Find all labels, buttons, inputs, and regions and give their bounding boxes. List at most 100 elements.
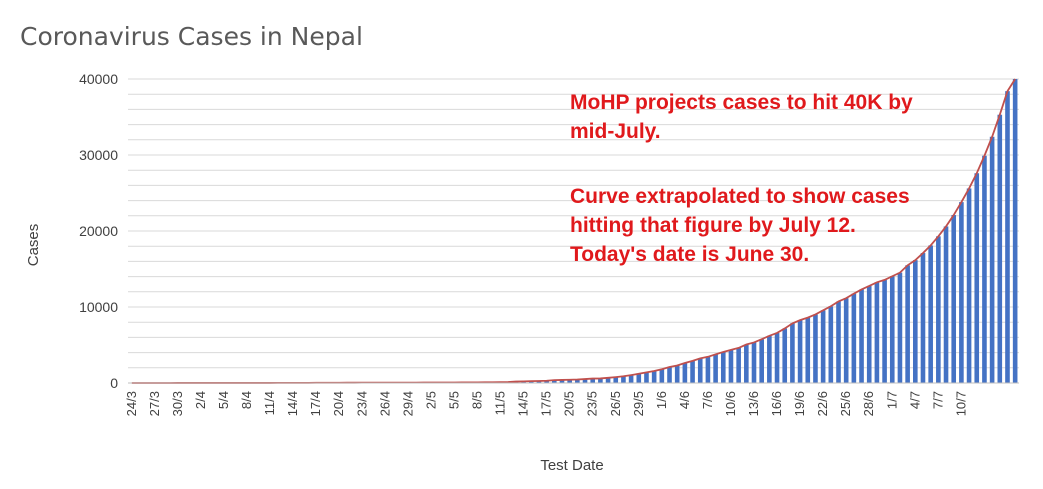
bar <box>720 351 726 383</box>
annotation-line: hitting that figure by July 12. <box>570 214 856 237</box>
x-tick-labels: 24/3 27/3 30/3 2/4 5/4 8/4 11/4 14/4 17/4 20/4 23/… <box>124 391 969 416</box>
bar <box>636 373 642 383</box>
bar <box>651 371 657 383</box>
x-tick-label: 1/7 <box>884 391 899 409</box>
y-tick-label: 20000 <box>79 223 118 239</box>
bar <box>905 265 910 383</box>
x-tick-label: 11/4 <box>262 391 277 415</box>
bar <box>690 360 695 383</box>
x-tick-label: 27/3 <box>147 391 162 416</box>
bar <box>866 285 872 383</box>
y-tick-labels: 0 10000 20000 30000 40000 <box>79 71 118 391</box>
x-tick-label: 23/5 <box>585 391 600 416</box>
bar <box>943 226 949 383</box>
bar <box>805 317 811 383</box>
x-tick-label: 29/5 <box>631 391 646 416</box>
x-tick-label: 25/6 <box>838 391 853 416</box>
annotation-line: mid-July. <box>570 120 661 143</box>
x-tick-label: 19/6 <box>792 391 807 416</box>
x-tick-label: 11/5 <box>493 391 508 415</box>
x-tick-label: 23/4 <box>354 391 369 416</box>
y-tick-label: 40000 <box>79 71 118 87</box>
annotation-extrapolation: Curve extrapolated to show cases hitting… <box>570 182 910 269</box>
x-tick-label: 30/3 <box>170 391 185 416</box>
bar <box>605 377 611 383</box>
bar <box>889 276 895 383</box>
bar <box>959 202 964 383</box>
y-axis-label: Cases <box>25 224 42 267</box>
x-axis-label: Test Date <box>540 457 603 474</box>
x-tick-label: 20/4 <box>331 391 346 416</box>
annotation-line: MoHP projects cases to hit 40K by <box>570 91 913 114</box>
bar <box>697 358 703 383</box>
x-tick-label: 28/6 <box>861 391 876 416</box>
bar <box>644 372 649 383</box>
bar <box>567 379 572 383</box>
x-tick-label: 17/5 <box>539 391 554 416</box>
bar <box>951 215 957 383</box>
bar <box>736 347 741 383</box>
bar <box>790 323 795 383</box>
x-tick-label: 26/4 <box>377 391 392 416</box>
bar <box>613 377 619 383</box>
x-tick-label: 10/6 <box>723 391 738 416</box>
x-tick-label: 2/4 <box>193 391 208 409</box>
bar <box>744 344 749 383</box>
bar <box>674 365 680 383</box>
bar <box>728 349 734 383</box>
bar <box>774 332 780 383</box>
bar <box>797 320 803 383</box>
bar <box>713 354 718 383</box>
bar <box>851 293 857 383</box>
bar <box>1005 91 1010 383</box>
bar <box>936 236 941 383</box>
x-tick-label: 14/4 <box>285 391 300 416</box>
bar <box>559 379 565 383</box>
x-tick-label: 20/5 <box>562 391 577 416</box>
bar <box>828 306 834 383</box>
x-tick-label: 22/6 <box>815 391 830 416</box>
bar <box>759 339 764 383</box>
x-tick-label: 5/5 <box>446 391 461 409</box>
bar <box>659 369 665 383</box>
x-tick-label: 13/6 <box>746 391 761 416</box>
bars <box>129 79 1018 383</box>
bar <box>705 356 711 383</box>
y-tick-label: 10000 <box>79 299 118 315</box>
bar <box>813 314 818 383</box>
bar <box>628 375 634 383</box>
x-tick-label: 1/6 <box>654 391 669 409</box>
annotation-line: Today's date is June 30. <box>570 243 810 266</box>
x-tick-label: 5/4 <box>216 391 231 409</box>
bar <box>859 289 864 383</box>
x-tick-label: 26/5 <box>608 391 623 416</box>
x-tick-label: 7/7 <box>930 391 945 409</box>
bar <box>882 279 887 383</box>
x-tick-label: 14/5 <box>516 391 531 416</box>
bar <box>928 245 933 383</box>
bar <box>582 379 588 383</box>
bar <box>966 188 972 383</box>
bar <box>751 342 757 383</box>
chart-title: Coronavirus Cases in Nepal <box>20 22 363 51</box>
x-tick-label: 2/5 <box>423 391 438 409</box>
y-tick-label: 30000 <box>79 147 118 163</box>
bar <box>621 376 626 383</box>
bar <box>575 379 580 383</box>
x-tick-label: 8/4 <box>239 391 254 409</box>
bar <box>836 301 841 383</box>
annotation-line: Curve extrapolated to show cases <box>570 185 910 208</box>
bar <box>1012 79 1018 383</box>
bar <box>544 380 549 383</box>
annotation-projection: MoHP projects cases to hit 40K by mid-Ju… <box>570 88 913 146</box>
bar <box>767 335 772 383</box>
x-tick-label: 17/4 <box>308 391 323 416</box>
x-tick-label: 24/3 <box>124 391 139 416</box>
bar <box>843 298 849 383</box>
x-tick-label: 4/6 <box>677 391 692 409</box>
grid-lines <box>128 78 1019 369</box>
bar <box>989 136 995 383</box>
y-tick-label: 0 <box>110 375 118 391</box>
bar <box>682 362 688 383</box>
bar <box>997 114 1003 383</box>
